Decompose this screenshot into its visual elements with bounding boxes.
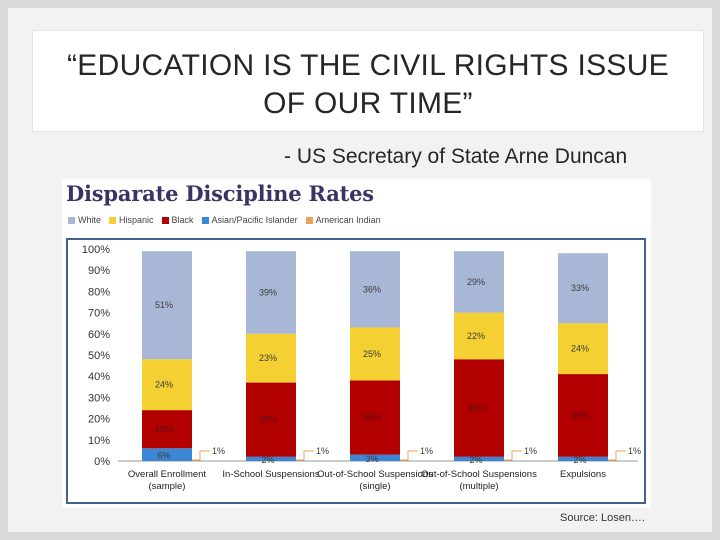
quote-attribution: - US Secretary of State Arne Duncan <box>284 145 628 168</box>
bar-value-label: 46% <box>467 403 485 413</box>
title-box: “EDUCATION IS THE CIVIL RIGHTS ISSUE OF … <box>32 30 704 132</box>
callout-label: 1% <box>628 446 641 456</box>
bar-segment <box>454 312 504 360</box>
y-tick-label: 60% <box>88 329 110 341</box>
y-tick-label: 50% <box>88 350 110 362</box>
slide-title-line-2: OF OUR TIME” <box>263 87 473 120</box>
chart-frame: 0% 10% 20% 30% 40% 50% 60% 70% 80% 90% 100% 6% 18% 24… <box>66 238 646 504</box>
bar-segment <box>558 374 608 457</box>
bar-value-label: 23% <box>259 353 277 363</box>
x-category-label: In-School Suspensions <box>222 469 319 480</box>
y-tick-label: 20% <box>88 414 110 426</box>
callout-line <box>608 450 626 461</box>
bar-value-label: 3% <box>365 454 378 464</box>
bar-value-label: 2% <box>573 455 586 465</box>
bar-value-label: 24% <box>571 344 589 354</box>
legend-label: Black <box>171 215 194 225</box>
bar-segment <box>142 359 192 411</box>
bar-segment <box>246 251 296 334</box>
callout-label: 1% <box>524 446 537 456</box>
callout-line <box>504 450 522 461</box>
bar-value-label: 36% <box>363 284 381 294</box>
bar-segment <box>350 327 400 381</box>
callout-label: 1% <box>316 446 329 456</box>
legend-label: White <box>78 215 102 225</box>
legend-swatch <box>161 216 169 224</box>
y-tick-label: 70% <box>88 308 110 320</box>
y-tick-label: 80% <box>88 286 110 298</box>
callout-line <box>192 450 210 461</box>
bar-segment <box>558 323 608 375</box>
chart-image: Disparate Discipline Rates White Hispanic… <box>62 179 651 508</box>
bar-segment <box>454 251 504 313</box>
bar-value-label: 51% <box>155 300 173 310</box>
bar-segment <box>142 448 192 461</box>
bar-value-label: 22% <box>467 331 485 341</box>
bar-value-label: 2% <box>261 455 274 465</box>
legend-item: Hispanic <box>109 215 154 225</box>
bar-segment <box>142 251 192 360</box>
bar-segment <box>246 382 296 457</box>
source-note: Source: Losen…. <box>560 512 645 524</box>
callout-label: 1% <box>420 446 433 456</box>
slide-title: “EDUCATION IS THE CIVIL RIGHTS ISSUE OF … <box>33 47 703 123</box>
bar-segment <box>246 333 296 383</box>
legend-label: Hispanic <box>119 215 154 225</box>
chart-legend: White Hispanic Black Asian/Pacific Islander… <box>68 215 381 225</box>
chart-title: Disparate Discipline Rates <box>66 181 374 206</box>
bar-value-label: 35% <box>259 415 277 425</box>
x-category-label: Expulsions <box>560 469 606 480</box>
bar-segment <box>350 454 400 461</box>
bar-segment <box>246 456 296 461</box>
callout-label: 1% <box>212 446 225 456</box>
bar-value-label: 2% <box>469 455 482 465</box>
bar-segment <box>454 456 504 461</box>
legend-swatch <box>201 216 209 224</box>
bar-value-label: 35% <box>363 413 381 423</box>
stacked-bar-chart: 0% 10% 20% 30% 40% 50% 60% 70% 80% 90% 100% 6% 18% 24… <box>82 244 641 492</box>
callout-line <box>400 450 418 461</box>
callout-line <box>296 450 314 461</box>
bar-segment <box>558 456 608 461</box>
bar-segment <box>454 359 504 457</box>
legend-swatch <box>109 216 117 224</box>
legend-item: American Indian <box>305 215 381 225</box>
legend-item: Asian/Pacific Islander <box>201 215 298 225</box>
legend-swatch <box>68 216 75 224</box>
slide-title-line-1: “EDUCATION IS THE CIVIL RIGHTS ISSUE <box>67 49 669 82</box>
y-tick-label: 100% <box>82 244 110 256</box>
bar-value-label: 29% <box>467 277 485 287</box>
y-tick-label: 30% <box>88 392 110 404</box>
x-category-label: Out-of-School Suspensions (multiple) <box>421 469 537 492</box>
bar-segment <box>558 253 608 324</box>
legend-label: Asian/Pacific Islander <box>211 215 298 225</box>
bar-value-label: 25% <box>363 349 381 359</box>
legend-item: White <box>68 215 101 225</box>
y-tick-label: 10% <box>88 435 110 447</box>
legend-swatch <box>305 216 313 224</box>
bar-value-label: 33% <box>571 283 589 293</box>
y-tick-label: 40% <box>88 371 110 383</box>
legend-item: Black <box>161 215 194 225</box>
legend-label: American Indian <box>315 215 381 225</box>
x-category-label: Overall Enrollment (sample) <box>128 469 206 492</box>
bar-value-label: 24% <box>155 380 173 390</box>
bar-value-label: 39% <box>259 287 277 297</box>
bar-segment <box>350 251 400 328</box>
bar-segment <box>142 410 192 449</box>
y-tick-label: 90% <box>88 265 110 277</box>
bar-segment <box>350 380 400 455</box>
x-category-label: Out-of-School Suspensions (single) <box>317 469 433 492</box>
bar-value-label: 39% <box>571 410 589 420</box>
y-tick-label: 0% <box>94 456 110 468</box>
bar-value-label: 18% <box>155 424 173 434</box>
bar-value-label: 6% <box>157 451 170 461</box>
